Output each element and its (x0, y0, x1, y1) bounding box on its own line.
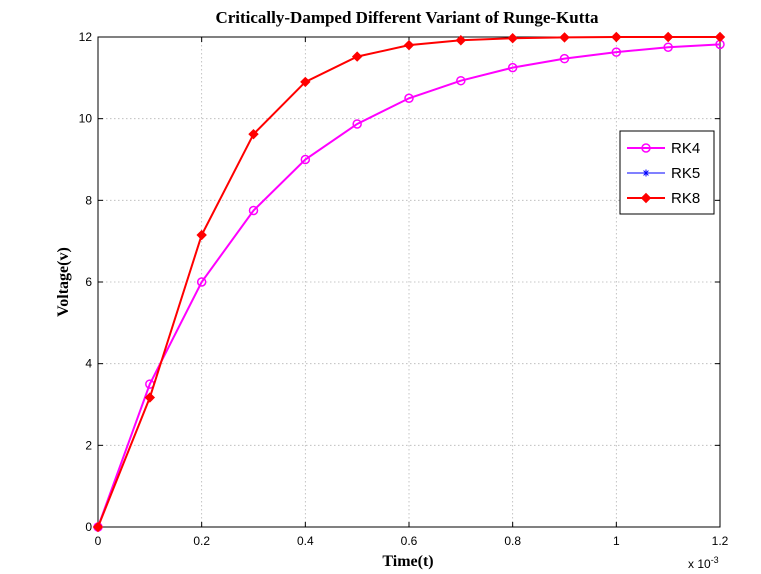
legend-label-rk4: RK4 (671, 140, 700, 157)
data-point-rk8 (455, 35, 467, 46)
data-point-rk8 (300, 76, 311, 88)
y-tick-label: 0 (85, 520, 92, 534)
data-point-rk4 (456, 75, 466, 86)
legend-label-rk5: RK5 (671, 165, 700, 182)
x-tick-label: 0 (95, 534, 102, 548)
y-tick-label: 2 (85, 438, 92, 452)
y-axis-label: Voltage(v) (55, 247, 72, 317)
legend-swatch-marker (641, 143, 651, 153)
legend: RK4 RK5 RK8 (619, 130, 715, 215)
x-tick-label: 1.2 (712, 534, 729, 548)
x-tick-label: 0.6 (401, 534, 418, 548)
x-tick-label: 0.8 (504, 534, 521, 548)
x-multiplier-label: x 10-3 (688, 555, 719, 571)
series-rk8 (92, 31, 726, 533)
data-point-rk8 (507, 33, 518, 44)
y-tick-label: 10 (79, 112, 93, 126)
y-tick-label: 8 (85, 193, 92, 207)
grid-lines (98, 37, 720, 527)
data-point-rk4 (507, 62, 518, 73)
y-tick-label: 6 (85, 275, 92, 289)
data-point-rk8 (403, 39, 415, 51)
legend-swatch-marker (642, 169, 650, 177)
data-point-rk4 (352, 119, 362, 129)
marker-stroke (643, 170, 649, 176)
x-multiplier-base: x 10 (688, 557, 711, 571)
x-tick-label: 0.2 (193, 534, 210, 548)
axis-ticks: 0 0.2 0.4 0.6 0.8 1 1.2 0 2 4 6 8 10 12 (79, 30, 729, 548)
data-point-rk4 (248, 205, 259, 216)
data-series (92, 31, 726, 533)
data-point-rk4 (404, 93, 414, 103)
chart-title: Critically-Damped Different Variant of R… (215, 8, 599, 27)
x-tick-label: 0.4 (297, 534, 314, 548)
y-tick-label: 12 (79, 30, 93, 44)
data-point-rk8 (144, 392, 156, 403)
x-tick-label: 1 (613, 534, 620, 548)
legend-item-rk4: RK4 (627, 140, 700, 157)
legend-item-rk5: RK5 (627, 165, 700, 182)
data-point-rk8 (196, 229, 207, 241)
data-point-rk8 (351, 51, 363, 62)
data-point-rk8 (248, 128, 259, 140)
legend-swatch-marker (640, 192, 652, 204)
data-point-rk8 (92, 521, 104, 533)
y-tick-label: 4 (85, 357, 92, 371)
x-multiplier-exponent: -3 (711, 555, 719, 565)
data-point-rk8 (559, 32, 570, 43)
data-point-rk8 (662, 31, 674, 43)
data-point-rk4 (300, 154, 311, 165)
data-point-rk8 (714, 31, 726, 43)
legend-label-rk8: RK8 (671, 190, 700, 207)
data-point-rk4 (196, 277, 207, 287)
legend-item-rk8: RK8 (627, 190, 700, 207)
x-axis-label: Time(t) (382, 553, 433, 570)
data-point-rk8 (611, 31, 622, 43)
series-line-rk4 (97, 43, 721, 528)
data-point-rk4 (559, 53, 570, 64)
data-point-rk4 (663, 42, 673, 52)
data-point-rk4 (611, 47, 622, 57)
